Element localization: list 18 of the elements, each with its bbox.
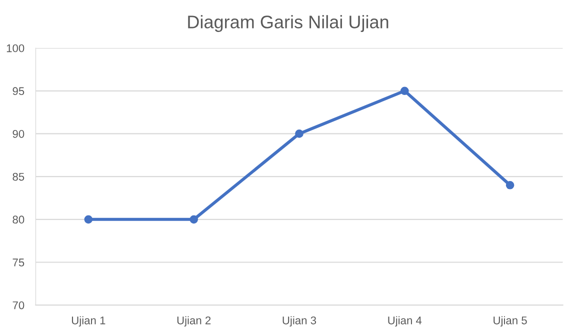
y-tick-label: 80 (12, 216, 24, 224)
y-tick-label: 70 (12, 301, 24, 310)
point (506, 180, 514, 190)
y-tick-label: 95 (12, 87, 24, 96)
y-tick-label: 90 (12, 130, 24, 138)
x-tick-label: Ujian 5 (494, 316, 527, 327)
x-tick-label: Ujian 4 (388, 316, 422, 327)
point (400, 86, 409, 96)
chart-title: Diagram Garis Nilai Ujian (188, 15, 388, 32)
x-tick-label: Ujian 1 (72, 316, 106, 327)
y-tick-label: 100 (6, 44, 24, 52)
point (190, 215, 198, 224)
x-tick-label: Ujian 2 (177, 316, 211, 327)
y-tick-label: 85 (12, 172, 24, 181)
point (84, 215, 93, 224)
y-tick-label: 75 (12, 258, 24, 266)
x-tick-label: Ujian 3 (282, 316, 316, 327)
point (295, 130, 304, 138)
